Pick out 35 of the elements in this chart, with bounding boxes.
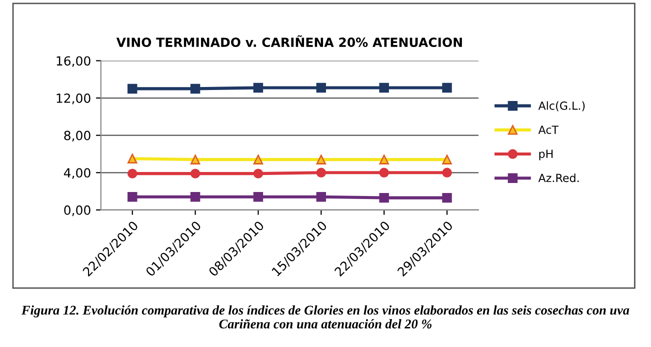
y-tick-label: 0,00 bbox=[64, 205, 90, 216]
point bbox=[442, 168, 452, 178]
point bbox=[190, 84, 200, 94]
y-tick-label: 12,00 bbox=[56, 94, 90, 104]
point bbox=[316, 168, 326, 178]
point bbox=[253, 154, 264, 164]
point bbox=[190, 192, 200, 202]
point bbox=[253, 168, 264, 178]
legend-label: Az.Red. bbox=[538, 174, 579, 182]
chart-title: VINO TERMINADO v. CARIÑENA 20% ATENUACION bbox=[116, 35, 462, 48]
point bbox=[316, 82, 326, 93]
point bbox=[379, 192, 389, 203]
y-tick-label: 16,00 bbox=[56, 56, 90, 67]
legend-label: pH bbox=[539, 150, 553, 160]
point bbox=[379, 154, 389, 164]
legend-label: AcT bbox=[538, 126, 559, 134]
point bbox=[442, 192, 452, 203]
point bbox=[442, 82, 452, 93]
point bbox=[253, 82, 264, 93]
point bbox=[128, 168, 138, 178]
point bbox=[379, 82, 389, 93]
y-tick-label: 8,00 bbox=[64, 130, 90, 142]
point bbox=[190, 154, 200, 164]
point bbox=[128, 84, 138, 94]
legend-label: Alc(G.L.) bbox=[538, 101, 585, 112]
text: Figura 12. Evolución comparativa de los índices de Glories en los vinos elaborados en las seis cosechas con uva Cariñena con una atenuación del 20 % bbox=[21, 305, 630, 328]
point bbox=[316, 192, 326, 202]
point bbox=[128, 192, 138, 202]
point bbox=[190, 168, 200, 178]
point bbox=[128, 154, 138, 164]
point bbox=[253, 192, 264, 202]
point bbox=[316, 154, 326, 164]
y-tick-label: 4,00 bbox=[64, 168, 90, 179]
point bbox=[442, 154, 452, 164]
point bbox=[379, 168, 389, 178]
